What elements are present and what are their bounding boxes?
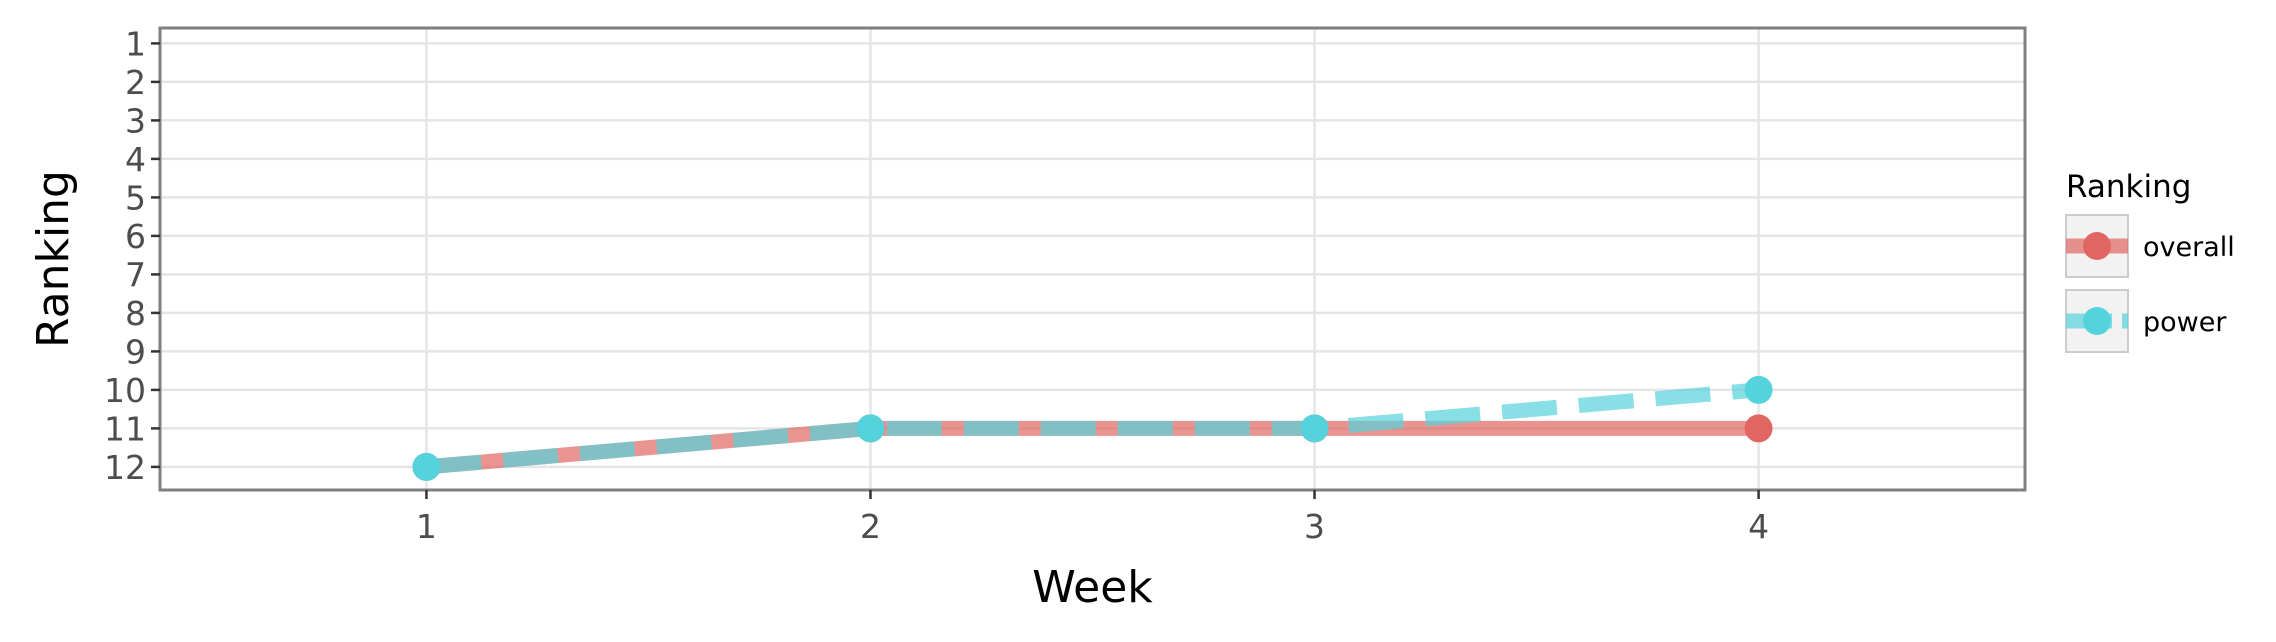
data-point-power [1300,414,1329,443]
data-point-power [412,452,441,481]
legend-label-overall: overall [2143,232,2235,263]
plot-panel-border [158,26,2027,492]
series-line-power [425,382,1760,475]
legend: Ranking overall power [2065,169,2235,353]
y-tick-label: 11 [104,409,146,448]
y-tick-label: 4 [125,140,146,179]
x-tick-label: 3 [1304,507,1325,546]
y-axis-title: Ranking [28,170,79,348]
x-tick-label: 1 [416,507,437,546]
y-tick-label: 3 [125,101,146,140]
legend-title: Ranking [2066,169,2191,205]
data-point-power [1744,375,1773,404]
data-point-power [856,414,885,443]
x-tick-label: 4 [1748,507,1769,546]
y-tick-label: 6 [125,217,146,256]
x-axis-title: Week [1032,562,1153,613]
y-tick-label: 8 [125,294,146,333]
y-tick-label: 10 [104,371,146,410]
y-tick-label: 1 [125,24,146,63]
y-tick-label: 9 [125,332,146,371]
y-tick-label: 7 [125,255,146,294]
x-axis-ticks: 1 2 3 4 [416,490,1769,546]
legend-point-overall [2083,232,2111,260]
series-lines [425,382,1760,475]
x-tick-label: 2 [860,507,881,546]
legend-point-power [2083,307,2111,335]
y-tick-label: 2 [125,63,146,102]
y-tick-label: 12 [104,448,146,487]
grid-lines [160,28,2025,490]
data-points [412,375,1773,481]
y-tick-label: 5 [125,178,146,217]
legend-items: overall power [2065,214,2235,353]
legend-label-power: power [2143,307,2227,338]
data-point-overall [1744,414,1773,443]
